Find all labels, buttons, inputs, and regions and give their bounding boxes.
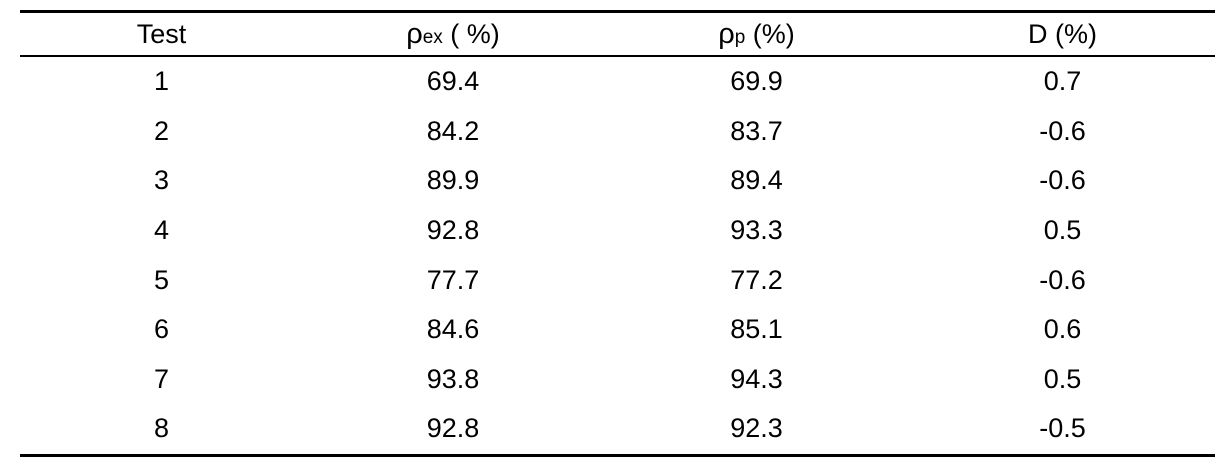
cell-rho-ex: 92.8 [426, 215, 480, 246]
cell-deviation: 0.5 [1043, 363, 1082, 394]
cell-rho-ex: 93.8 [426, 363, 480, 394]
cell-rho-p: 69.9 [730, 66, 783, 97]
table-row: 3 89.9 89.4 -0.6 [20, 156, 1215, 206]
cell-rho-ex: 77.7 [426, 264, 480, 295]
cell-test: 7 [153, 363, 170, 394]
cell-rho-p: 89.4 [730, 165, 783, 196]
cell-deviation: -0.6 [1039, 115, 1086, 146]
results-table: Test ρex ( %) ρp (%) D (%) 1 69.4 69.9 0… [20, 10, 1215, 457]
header-row: Test ρex ( %) ρp (%) D (%) [20, 11, 1215, 57]
cell-deviation: 0.5 [1043, 215, 1082, 246]
rho-p-subscript: p [734, 26, 746, 48]
cell-deviation: -0.6 [1039, 264, 1086, 295]
cell-rho-p: 83.7 [730, 115, 783, 146]
cell-test: 3 [153, 165, 170, 196]
cell-test: 4 [153, 215, 170, 246]
cell-test: 5 [153, 264, 170, 295]
header-rho-ex: ρex ( %) [303, 12, 603, 57]
table-row: 2 84.2 83.7 -0.6 [20, 107, 1215, 157]
table-row: 8 92.8 92.3 -0.5 [20, 404, 1215, 456]
cell-rho-ex: 89.9 [426, 165, 480, 196]
table-row: 7 93.8 94.3 0.5 [20, 355, 1215, 405]
cell-rho-ex: 69.4 [426, 66, 480, 97]
cell-rho-p: 77.2 [730, 264, 783, 295]
table-row: 5 77.7 77.2 -0.6 [20, 255, 1215, 305]
rho-symbol: ρ [406, 17, 423, 50]
header-deviation: D (%) [1028, 18, 1097, 49]
rho-p-unit: (%) [745, 18, 795, 49]
results-table-container: Test ρex ( %) ρp (%) D (%) 1 69.4 69.9 0… [20, 10, 1215, 457]
cell-deviation: 0.7 [1043, 66, 1082, 97]
rho-ex-subscript: ex [422, 26, 443, 48]
cell-rho-p: 94.3 [730, 363, 783, 394]
cell-deviation: -0.5 [1039, 413, 1086, 444]
cell-rho-ex: 92.8 [426, 413, 480, 444]
cell-rho-ex: 84.6 [426, 314, 480, 345]
header-rho-p: ρp (%) [603, 12, 910, 57]
table-row: 1 69.4 69.9 0.7 [20, 56, 1215, 107]
cell-rho-p: 92.3 [730, 413, 783, 444]
cell-test: 2 [153, 115, 170, 146]
table-row: 6 84.6 85.1 0.6 [20, 305, 1215, 355]
cell-deviation: 0.6 [1043, 314, 1082, 345]
header-test: Test [136, 18, 187, 49]
rho-ex-unit: ( %) [442, 18, 500, 49]
table-header: Test ρex ( %) ρp (%) D (%) [20, 11, 1215, 57]
cell-test: 1 [153, 66, 170, 97]
cell-test: 8 [153, 413, 170, 444]
cell-test: 6 [153, 314, 170, 345]
cell-deviation: -0.6 [1039, 165, 1086, 196]
rho-symbol: ρ [718, 17, 735, 50]
cell-rho-ex: 84.2 [426, 115, 480, 146]
cell-rho-p: 85.1 [730, 314, 783, 345]
table-row: 4 92.8 93.3 0.5 [20, 206, 1215, 256]
cell-rho-p: 93.3 [730, 215, 783, 246]
table-body: 1 69.4 69.9 0.7 2 84.2 83.7 -0.6 3 89.9 … [20, 56, 1215, 456]
